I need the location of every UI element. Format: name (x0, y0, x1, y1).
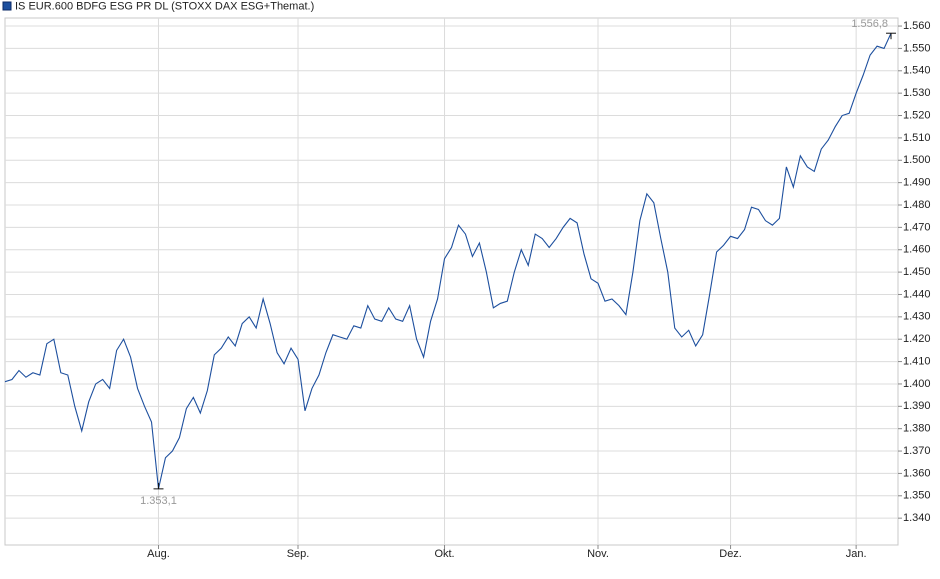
y-tick-label: 1.450 (903, 266, 931, 278)
y-tick-label: 1.550 (903, 42, 931, 54)
y-tick-label: 1.480 (903, 199, 931, 211)
y-tick-label: 1.370 (903, 445, 931, 457)
x-tick-label: Sep. (287, 548, 310, 560)
y-tick-label: 1.350 (903, 490, 931, 502)
chart-title: IS EUR.600 BDFG ESG PR DL (STOXX DAX ESG… (15, 0, 314, 12)
y-tick-label: 1.340 (903, 512, 931, 524)
x-tick-label: Aug. (147, 548, 170, 560)
x-tick-label: Okt. (434, 548, 454, 560)
y-tick-label: 1.430 (903, 311, 931, 323)
y-tick-label: 1.560 (903, 20, 931, 32)
y-tick-label: 1.380 (903, 423, 931, 435)
y-tick-label: 1.400 (903, 378, 931, 390)
annotation: 1.556,8 (851, 18, 888, 30)
legend-swatch (2, 1, 12, 11)
y-tick-label: 1.510 (903, 132, 931, 144)
y-tick-label: 1.360 (903, 467, 931, 479)
x-tick-label: Nov. (587, 548, 609, 560)
y-tick-label: 1.440 (903, 288, 931, 300)
y-tick-label: 1.530 (903, 87, 931, 99)
y-tick-label: 1.520 (903, 109, 931, 121)
x-tick-label: Dez. (719, 548, 742, 560)
y-tick-label: 1.420 (903, 333, 931, 345)
y-tick-label: 1.470 (903, 221, 931, 233)
x-tick-label: Jan. (846, 548, 867, 560)
plot-frame (4, 17, 899, 546)
y-tick-label: 1.540 (903, 65, 931, 77)
y-tick-label: 1.390 (903, 400, 931, 412)
price-line (4, 32, 892, 489)
y-tick-label: 1.490 (903, 177, 931, 189)
y-tick-label: 1.410 (903, 355, 931, 367)
y-tick-label: 1.460 (903, 244, 931, 256)
annotation: 1.353,1 (140, 495, 177, 507)
y-tick-label: 1.500 (903, 154, 931, 166)
